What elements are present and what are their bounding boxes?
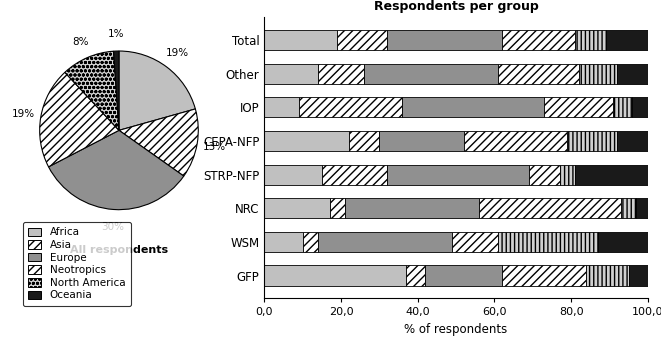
Bar [264, 131, 349, 151]
Bar [633, 97, 648, 117]
Bar [605, 30, 648, 50]
Text: All respondents: All respondents [70, 245, 168, 255]
Text: 30%: 30% [101, 222, 124, 232]
Bar [322, 165, 387, 185]
Wedge shape [48, 130, 184, 210]
Bar [426, 265, 502, 286]
Bar [621, 198, 637, 218]
Bar [452, 232, 498, 252]
Bar [364, 63, 498, 84]
Bar [544, 97, 613, 117]
Bar [303, 232, 318, 252]
Bar [403, 97, 544, 117]
Bar [498, 63, 579, 84]
Text: 8%: 8% [72, 37, 89, 47]
Bar [586, 265, 629, 286]
Bar [264, 198, 330, 218]
Bar [637, 198, 648, 218]
Bar [560, 165, 575, 185]
Bar [387, 30, 502, 50]
Text: 13%: 13% [203, 142, 226, 152]
Bar [330, 198, 345, 218]
Bar [387, 165, 529, 185]
Bar [264, 265, 407, 286]
Bar [264, 97, 299, 117]
Wedge shape [119, 51, 196, 130]
Bar [579, 63, 617, 84]
Legend: Africa, Asia, Europe, Neotropics, North America, Oceania: Africa, Asia, Europe, Neotropics, North … [22, 222, 131, 306]
Bar [629, 265, 648, 286]
Bar [379, 131, 464, 151]
Bar [502, 265, 586, 286]
Bar [337, 30, 387, 50]
Bar [613, 97, 633, 117]
Bar [264, 232, 303, 252]
Bar [264, 63, 318, 84]
Bar [318, 232, 452, 252]
Bar [598, 232, 648, 252]
Bar [264, 165, 322, 185]
Title: Respondents per group: Respondents per group [373, 0, 539, 13]
Bar [529, 165, 560, 185]
Bar [575, 165, 648, 185]
Wedge shape [65, 51, 119, 130]
Wedge shape [119, 109, 198, 176]
Wedge shape [40, 72, 119, 167]
Bar [318, 63, 364, 84]
Bar [264, 30, 337, 50]
Text: 19%: 19% [166, 48, 189, 58]
Bar [498, 232, 598, 252]
Text: 1%: 1% [108, 28, 124, 39]
Bar [617, 63, 648, 84]
Bar [567, 131, 617, 151]
Bar [464, 131, 567, 151]
X-axis label: % of respondents: % of respondents [405, 323, 508, 336]
Bar [345, 198, 479, 218]
Bar [575, 30, 605, 50]
Bar [349, 131, 379, 151]
Wedge shape [114, 51, 119, 130]
Bar [479, 198, 621, 218]
Bar [502, 30, 575, 50]
Text: 19%: 19% [12, 109, 35, 119]
Bar [299, 97, 403, 117]
Bar [617, 131, 648, 151]
Bar [407, 265, 426, 286]
